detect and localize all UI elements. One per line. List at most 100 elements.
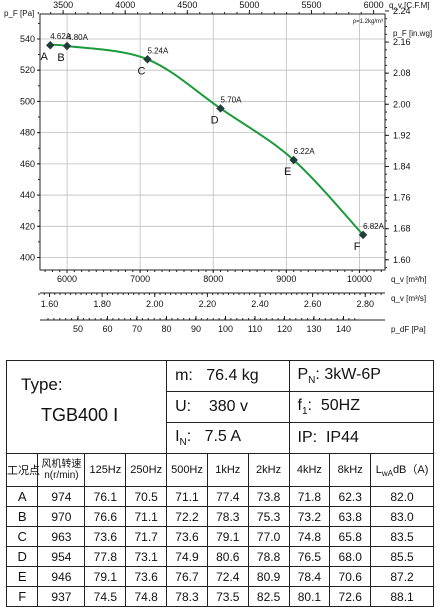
cell-lwa: 83.0 — [370, 506, 434, 527]
pdf-tick-label: 90 — [191, 324, 201, 334]
right-tick-label: 1.76 — [393, 193, 411, 203]
header-speed: 风机转速 n(r/min) — [37, 453, 86, 487]
voltage-cell: U: 380 v — [166, 391, 290, 423]
m3s-tick-label: 2.00 — [146, 299, 164, 309]
cell-2k: 75.3 — [247, 506, 290, 527]
data-point-marker — [45, 40, 55, 50]
header-band-1k: 1kHz — [206, 453, 249, 487]
cell-2k: 78.8 — [247, 546, 290, 567]
plot-frame — [39, 13, 386, 271]
cell-125: 77.8 — [84, 546, 127, 567]
cell-4k: 74.8 — [288, 526, 331, 547]
row-point: C — [5, 526, 39, 547]
row-speed: 963 — [37, 526, 86, 547]
cell-500: 72.2 — [166, 506, 208, 527]
power-label-sub: N — [308, 375, 316, 387]
cell-8k: 70.6 — [329, 566, 372, 587]
data-point-marker — [358, 230, 368, 240]
cell-8k: 62.3 — [329, 486, 372, 507]
cell-1k: 72.4 — [206, 566, 249, 587]
pdf-tick-label: 100 — [218, 324, 233, 334]
density-note: ρ=1.2kg/m³ — [353, 19, 383, 25]
table-row: B 970 76.6 71.1 72.2 78.3 75.3 73.2 63.8… — [5, 506, 434, 527]
pdf-tick-label: 50 — [73, 324, 83, 334]
cell-8k: 65.8 — [329, 526, 372, 547]
chart-labels: 400 420 440 460 480 500 520 540 6000 7000 8000 9000… — [4, 0, 432, 334]
fan-performance-chart: 400 420 440 460 480 500 520 540 6000 7000 8000 9000… — [4, 0, 432, 334]
cell-4k: 80.1 — [288, 586, 331, 607]
cell-lwa: 83.5 — [370, 526, 434, 547]
protection-cell: IP: IP44 — [288, 422, 434, 454]
m3s-tick-label: 2.60 — [304, 299, 322, 309]
left-tick-label: 520 — [20, 65, 35, 75]
m3s-tick-label: 2.80 — [356, 299, 374, 309]
performance-curve — [45, 40, 368, 240]
cell-2k: 73.8 — [247, 486, 290, 507]
header-lwa-sub: wA — [381, 469, 393, 479]
header-speed-line1: 风机转速 — [41, 459, 82, 470]
left-tick-label: 460 — [20, 159, 35, 169]
model-name: TGB400 Ⅰ — [41, 405, 119, 425]
point-letter-label: B — [57, 52, 64, 64]
cell-250: 73.6 — [125, 566, 168, 587]
header-point: 工况点 — [5, 453, 40, 487]
mass-value: 76.4 kg — [206, 367, 259, 384]
chart-axes — [37, 10, 389, 321]
mass-cell: m: 76.4 kg — [166, 360, 290, 392]
row-point: A — [5, 486, 39, 507]
header-lwa-main: L — [375, 464, 382, 477]
right-tick-label: 2.16 — [393, 37, 411, 47]
cell-500: 74.9 — [166, 546, 208, 567]
point-letter-label: F — [354, 241, 361, 253]
right-tick-label: 1.84 — [393, 161, 411, 171]
cell-8k: 72.6 — [329, 586, 372, 607]
cell-lwa: 87.2 — [370, 566, 434, 587]
protection-label: IP: — [297, 429, 318, 446]
top-tick-label: 6000 — [364, 0, 384, 10]
current-label: 6.82A — [363, 222, 385, 231]
protection-value: IP44 — [325, 429, 359, 446]
cell-125: 73.6 — [84, 526, 127, 547]
top-tick-label: 3500 — [53, 0, 73, 10]
left-axis-title: p_F [Pa] — [4, 9, 34, 18]
cell-125: 74.5 — [84, 586, 127, 607]
bottom-tick-label: 9000 — [276, 274, 296, 284]
top-tick-label: 4500 — [177, 0, 197, 10]
m3s-tick-label: 1.60 — [41, 299, 59, 309]
power-cell: PN: 3kW-6P — [288, 360, 434, 392]
bottom-tick-label: 7000 — [130, 274, 150, 284]
cell-1k: 77.4 — [206, 486, 249, 507]
cell-500: 78.3 — [166, 586, 208, 607]
cell-lwa: 88.1 — [370, 586, 434, 607]
frequency-label-sub: 1 — [301, 406, 308, 418]
cell-4k: 73.2 — [288, 506, 331, 527]
point-letter-label: D — [211, 114, 219, 126]
row-speed: 970 — [37, 506, 86, 527]
cell-lwa: 85.5 — [370, 546, 434, 567]
cell-8k: 63.8 — [329, 506, 372, 527]
voltage-value: 380 v — [208, 398, 248, 415]
right-tick-label: 1.68 — [393, 224, 411, 234]
left-tick-label: 420 — [20, 221, 35, 231]
cell-125: 79.1 — [84, 566, 127, 587]
table-row: F 937 74.5 74.8 78.3 73.5 82.5 80.1 72.6… — [5, 586, 434, 607]
m3s-tick-label: 2.20 — [199, 299, 217, 309]
current-label: 4.62A — [50, 32, 72, 41]
data-point-marker — [143, 55, 152, 64]
cell-1k: 73.5 — [206, 586, 249, 607]
current-label: I — [175, 427, 180, 445]
right-axis-title: p_F [in.wg] — [393, 29, 432, 38]
header-speed-line2: n(r/min) — [44, 470, 79, 481]
header-band-500: 500Hz — [166, 453, 208, 487]
row-speed: 946 — [37, 566, 86, 587]
cell-1k: 78.3 — [206, 506, 249, 527]
cell-125: 76.6 — [84, 506, 127, 527]
frequency-label: f — [297, 396, 302, 414]
bottom-tick-label: 8000 — [203, 274, 223, 284]
power-label-colon: : — [315, 365, 320, 383]
header-band-125: 125Hz — [84, 453, 127, 487]
row-point: E — [5, 566, 39, 587]
cell-250: 71.1 — [125, 506, 168, 527]
right-tick-label: 1.60 — [393, 255, 411, 265]
power-value: 3kW-6P — [324, 365, 381, 383]
